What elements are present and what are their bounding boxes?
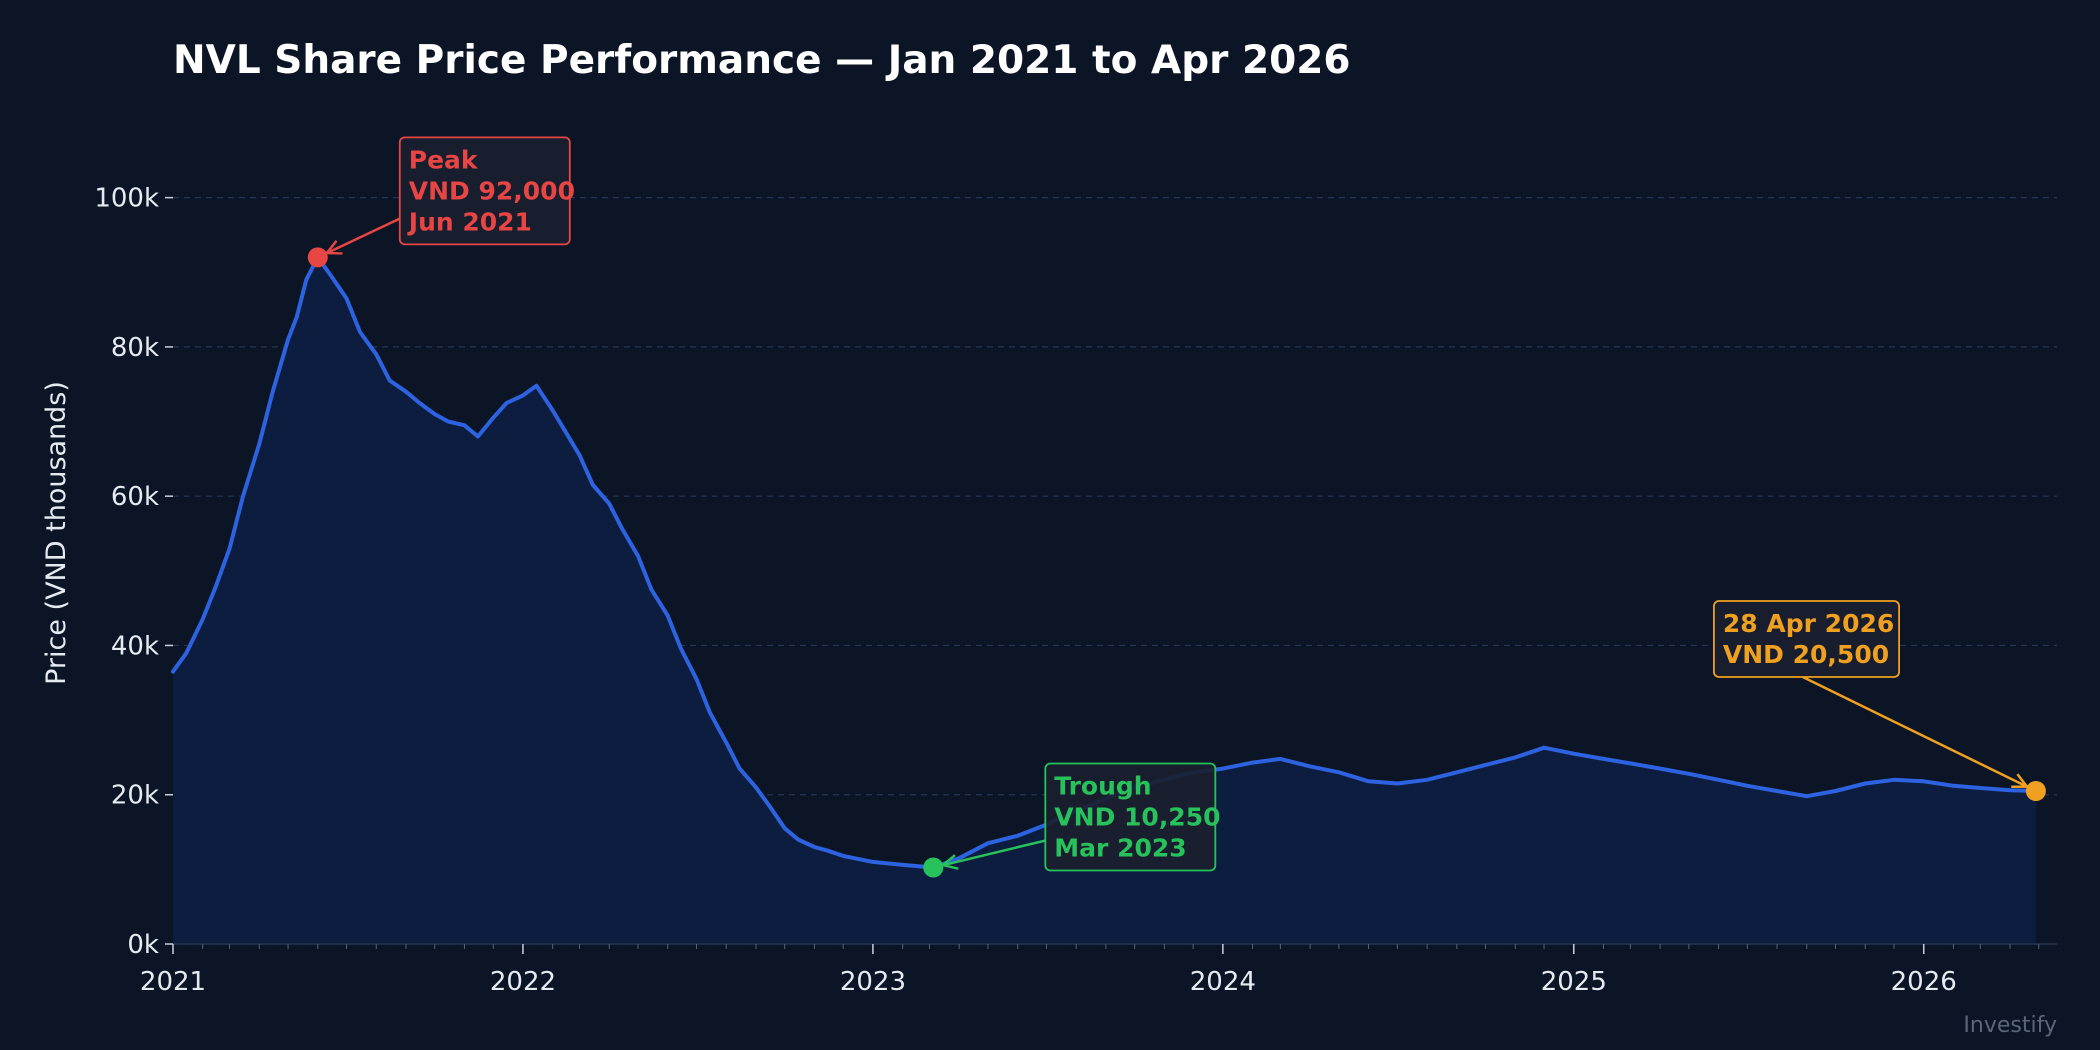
annotation-box [1713,600,1901,678]
x-tick-label: 2021 [140,967,206,997]
y-tick-label: 100k [94,184,159,214]
annotation-arrow-head [940,854,959,870]
watermark: Investify [1963,1013,2057,1038]
price-area [171,255,2038,944]
annotation-text-line: Jun 2021 [407,207,532,236]
annotation-marker [923,857,944,878]
annotation-box [398,136,571,246]
annotation-text-line: Mar 2023 [1054,833,1186,862]
annotation-arrow-line [1802,675,2028,788]
x-tick-label: 2023 [840,967,906,997]
y-tick-label: 80k [111,333,159,363]
x-tick-label: 2024 [1190,967,1256,997]
y-tick-label: 20k [111,781,159,811]
annotation-text-line: Trough [1054,771,1151,800]
x-tick-label: 2025 [1541,967,1607,997]
x-tick-label: 2026 [1891,967,1957,997]
annotation-text-line: Peak [409,145,479,174]
annotation-arrow-head [324,240,343,255]
y-axis-title: Price (VND thousands) [41,381,72,685]
chart-title: NVL Share Price Performance — Jan 2021 t… [173,38,1350,83]
axes: 0k 20k 40k 60k 80k 100k 2021 2022 2023 2024 2025 20… [94,184,2057,997]
price-area-fill [173,257,2036,944]
annotation-arrow-line [942,839,1046,867]
annotation-arrow-line [326,217,401,255]
y-tick-label: 60k [111,482,159,512]
annotation-text-line: VND 10,250 [1054,802,1220,831]
price-line [171,255,2038,870]
y-tick-label: 0k [127,930,159,960]
annotation-box [1044,762,1217,872]
x-tick-label: 2022 [490,967,556,997]
annotation-text-line: VND 92,000 [409,176,575,205]
annotation-marker [307,247,328,268]
y-tick-label: 40k [111,631,159,661]
annotation-marker [2025,780,2046,801]
annotation-text-line: 28 Apr 2026 [1723,609,1894,638]
annotation-arrow-head [2011,773,2030,788]
annotation-text-line: VND 20,500 [1723,640,1889,669]
